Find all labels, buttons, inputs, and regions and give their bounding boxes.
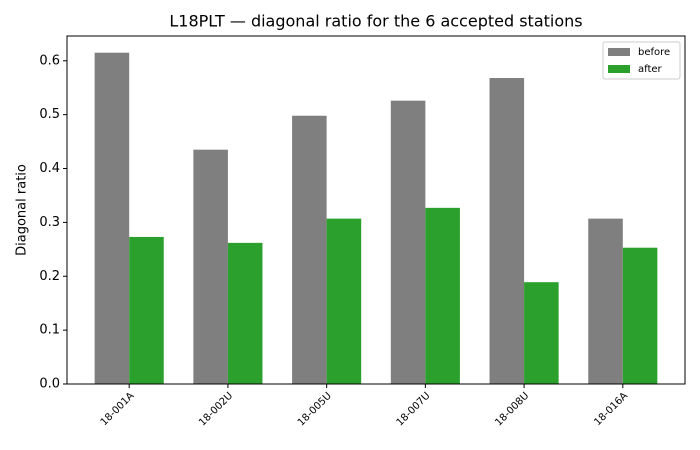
chart-title: L18PLT — diagonal ratio for the 6 accept… <box>169 12 582 31</box>
bar <box>622 247 658 384</box>
bar <box>94 52 130 384</box>
y-tick-label: 0.5 <box>39 107 60 122</box>
y-tick-label: 0.1 <box>39 323 60 338</box>
bar <box>524 282 559 384</box>
legend-swatch <box>608 48 630 56</box>
legend-label: before <box>638 47 670 58</box>
y-tick-label: 0.2 <box>39 269 60 284</box>
x-tick-label: 18-016A <box>592 390 630 428</box>
x-tick-label: 18-007U <box>395 390 433 428</box>
bar <box>588 218 623 384</box>
y-tick-label: 0.6 <box>39 53 60 68</box>
y-tick-label: 0.3 <box>39 215 60 230</box>
bar <box>129 236 164 384</box>
bar <box>227 242 263 384</box>
y-tick-label: 0.0 <box>39 377 60 392</box>
axes-frame <box>66 35 686 385</box>
bar <box>292 115 327 385</box>
x-tick-label: 18-001A <box>99 390 137 428</box>
x-tick-label: 18-008U <box>493 390 531 428</box>
y-axis-label: Diagonal ratio <box>15 164 30 256</box>
y-tick-label: 0.4 <box>39 161 60 176</box>
bar <box>326 218 362 384</box>
bar <box>489 78 525 384</box>
legend-swatch <box>608 65 630 73</box>
x-tick-label: 18-005U <box>296 390 334 428</box>
x-tick-label: 18-002U <box>197 390 235 428</box>
bar <box>390 100 426 385</box>
bar <box>425 207 460 384</box>
bar <box>193 149 228 384</box>
legend-label: after <box>638 64 663 75</box>
